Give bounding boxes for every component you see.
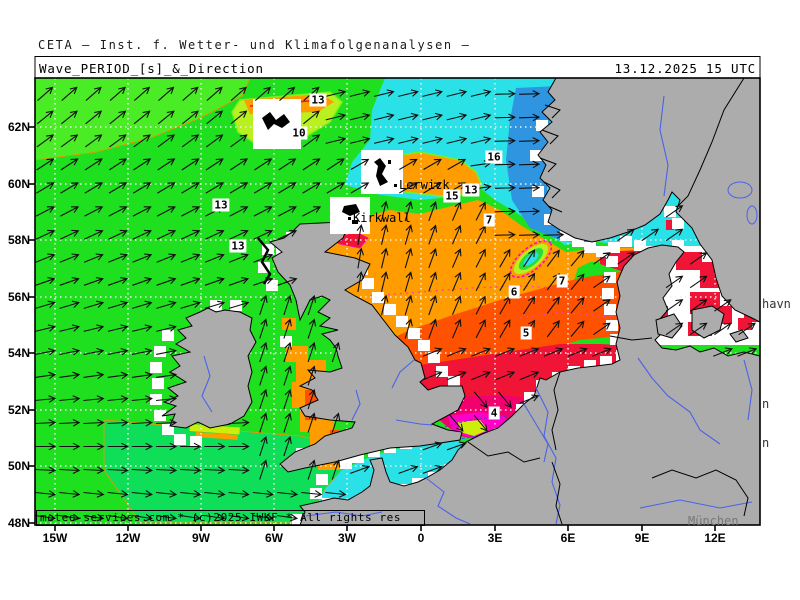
city-label: Lerwick [399,178,450,192]
lon-axis-label: 3E [487,531,503,545]
forecast-datetime: 13.12.2025 15 UTC [614,61,756,76]
city-marker-dot [394,184,397,187]
lat-axis-label: 58N [7,233,30,247]
lon-axis-label: 0 [417,531,425,545]
lat-axis-label: 54N [7,346,30,360]
contour-label: 13 [229,239,247,253]
contour-label: 13 [309,93,327,107]
city-marker-dot [348,217,351,220]
copyright-bar: meteo-services.com * (c)2025 IWKF * All … [36,510,425,526]
city-label: n [762,436,770,450]
city-label: München [688,514,739,528]
contour-label: 5 [520,326,532,340]
contour-label: 4 [488,406,500,420]
lon-axis-label: 12W [115,531,141,545]
contour-label: 16 [485,150,503,164]
contour-label: 6 [508,285,520,299]
product-title: Wave_PERIOD_[s]_&_Direction [39,61,264,76]
header-institute-line: CETA – Inst. f. Wetter- und Klimafolgena… [38,38,471,52]
lat-axis-label: 60N [7,177,30,191]
lon-axis-label: 12E [704,531,726,545]
lat-axis-label: 56N [7,290,30,304]
city-label: Kirkwall [353,211,411,225]
city-label: havn [762,297,791,311]
lat-axis-label: 50N [7,459,30,473]
city-label: n [762,397,770,411]
lon-axis-label: 9E [634,531,650,545]
contour-label: 13 [212,198,230,212]
lon-axis-label: 9W [192,531,210,545]
lon-axis-label: 6W [265,531,283,545]
lat-axis-label: 48N [7,516,30,530]
lat-axis-label: 52N [7,403,30,417]
lon-axis-label: 3W [338,531,356,545]
lon-axis-label: 15W [42,531,68,545]
contour-label: 7 [483,213,495,227]
contour-label: 13 [462,183,480,197]
lon-axis-label: 6E [560,531,576,545]
contour-label: 7 [556,274,568,288]
contour-label: 10 [290,126,308,140]
contour-label: 15 [443,189,461,203]
lat-axis-label: 62N [7,120,30,134]
